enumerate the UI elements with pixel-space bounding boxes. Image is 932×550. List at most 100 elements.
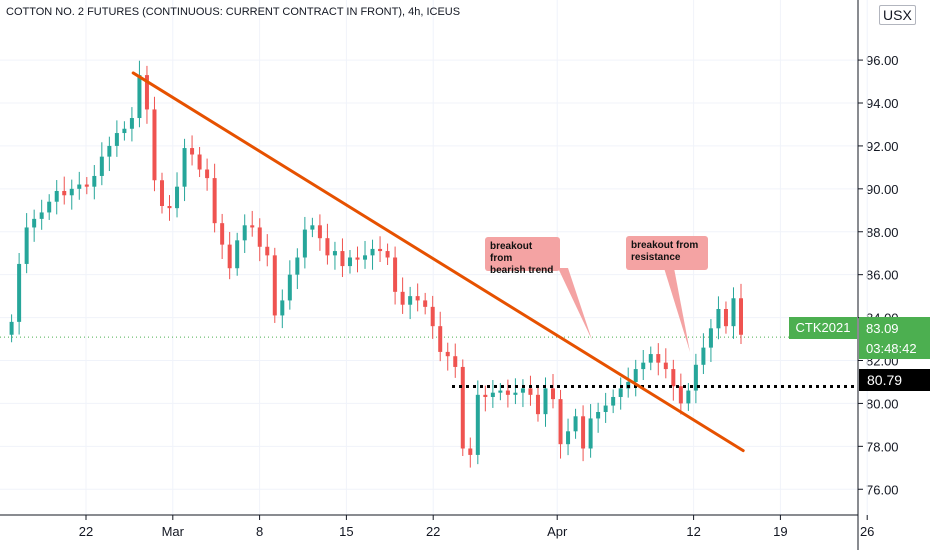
callout-bearish-line1: breakout from	[490, 241, 533, 264]
candle-body	[242, 225, 247, 241]
candle-body	[708, 328, 713, 348]
callout-resistance-pointer	[664, 268, 690, 352]
candle-body	[558, 399, 563, 445]
candle-body	[633, 369, 638, 382]
candle-body	[355, 257, 360, 260]
candle-body	[332, 251, 337, 256]
candle-body	[648, 354, 653, 363]
x-tick-label: Mar	[162, 524, 185, 539]
candle-body	[723, 309, 728, 327]
candle-body	[227, 244, 232, 269]
candle-body	[280, 300, 285, 316]
candle-body	[581, 416, 586, 449]
candle-body	[490, 392, 495, 397]
candle-body	[39, 212, 44, 219]
candle-body	[686, 390, 691, 404]
callout-bearish-line2: bearish trend	[490, 265, 554, 276]
candle-body	[603, 405, 608, 412]
resistance-price-badge: 80.79	[859, 369, 930, 391]
candle-body	[99, 156, 104, 176]
candle-body	[272, 255, 277, 316]
x-tick-label: Apr	[547, 524, 568, 539]
candle-body	[663, 362, 668, 370]
candle-body	[122, 128, 127, 134]
candle-body	[385, 251, 390, 258]
candle-body	[347, 257, 352, 267]
candle-body	[265, 246, 270, 256]
candle-body	[378, 248, 383, 252]
candle-body	[468, 448, 473, 455]
candle-body	[588, 418, 593, 449]
candle-body	[129, 118, 134, 129]
candle-body	[611, 396, 616, 406]
callout-resistance-breakout: breakout from resistance	[626, 236, 708, 270]
y-tick-label: 94.00	[866, 96, 899, 111]
last-price-badge: 83.09 03:48:42	[859, 317, 930, 359]
y-tick-label: 96.00	[866, 53, 899, 68]
callout-resistance-line1: breakout from	[631, 240, 699, 251]
x-tick-label: 19	[773, 524, 787, 539]
chart-title: COTTON NO. 2 FUTURES (CONTINUOUS: CURREN…	[6, 6, 461, 18]
y-tick-label: 76.00	[866, 482, 899, 497]
candle-body	[310, 225, 315, 230]
y-tick-label: 80.00	[866, 396, 899, 411]
candle-body	[716, 309, 721, 329]
x-tick-label: 8	[256, 524, 263, 539]
candle-body	[220, 223, 225, 245]
candle-body	[701, 347, 706, 365]
candle-body	[182, 148, 187, 187]
candle-body	[566, 431, 571, 445]
candle-body	[596, 412, 601, 419]
candle-body	[212, 178, 217, 224]
ticker-badge: CTK2021	[789, 317, 857, 339]
currency-label[interactable]: USX	[879, 5, 916, 25]
y-tick-label: 78.00	[866, 439, 899, 454]
candle-body	[340, 251, 345, 267]
candle-body	[618, 388, 623, 397]
x-tick-label: 26	[860, 524, 874, 539]
candle-body	[107, 145, 112, 157]
candle-body	[47, 201, 52, 213]
x-tick-label: 22	[426, 524, 440, 539]
candle-body	[250, 225, 255, 228]
candle-body	[641, 362, 646, 370]
candle-body	[295, 257, 300, 275]
candle-body	[438, 326, 443, 352]
candle-body	[475, 394, 480, 455]
candle-body	[167, 206, 172, 209]
y-tick-label: 92.00	[866, 139, 899, 154]
candle-body	[423, 300, 428, 307]
candle-body	[257, 227, 262, 247]
candle-body	[175, 186, 180, 209]
bearish-trendline	[131, 71, 745, 453]
candle-body	[460, 366, 465, 449]
candle-body	[137, 75, 142, 119]
candle-body	[62, 190, 67, 196]
candle-body	[573, 416, 578, 432]
candle-body	[453, 356, 458, 367]
candle-body	[92, 175, 97, 187]
candle-body	[543, 388, 548, 415]
candle-body	[445, 351, 450, 357]
candle-body	[430, 306, 435, 327]
candle-body	[159, 180, 164, 206]
candle-body	[317, 225, 322, 239]
candle-body	[287, 274, 292, 301]
last-price-value: 83.09	[866, 321, 899, 336]
callout-resistance-line2: resistance	[631, 252, 681, 263]
callout-bearish-pointer	[558, 268, 592, 340]
candle-body	[528, 388, 533, 395]
candle-body	[513, 392, 518, 395]
candle-body	[415, 296, 420, 301]
y-tick-label: 86.00	[866, 268, 899, 283]
candle-body	[739, 298, 743, 335]
candle-body	[505, 390, 510, 395]
candle-body	[235, 240, 240, 269]
callout-bearish-breakout: breakout from bearish trend	[485, 237, 560, 276]
candle-body	[551, 388, 556, 400]
candle-body	[535, 394, 540, 415]
candle-body	[190, 148, 195, 155]
candle-body	[656, 354, 661, 363]
candle-body	[671, 369, 676, 387]
